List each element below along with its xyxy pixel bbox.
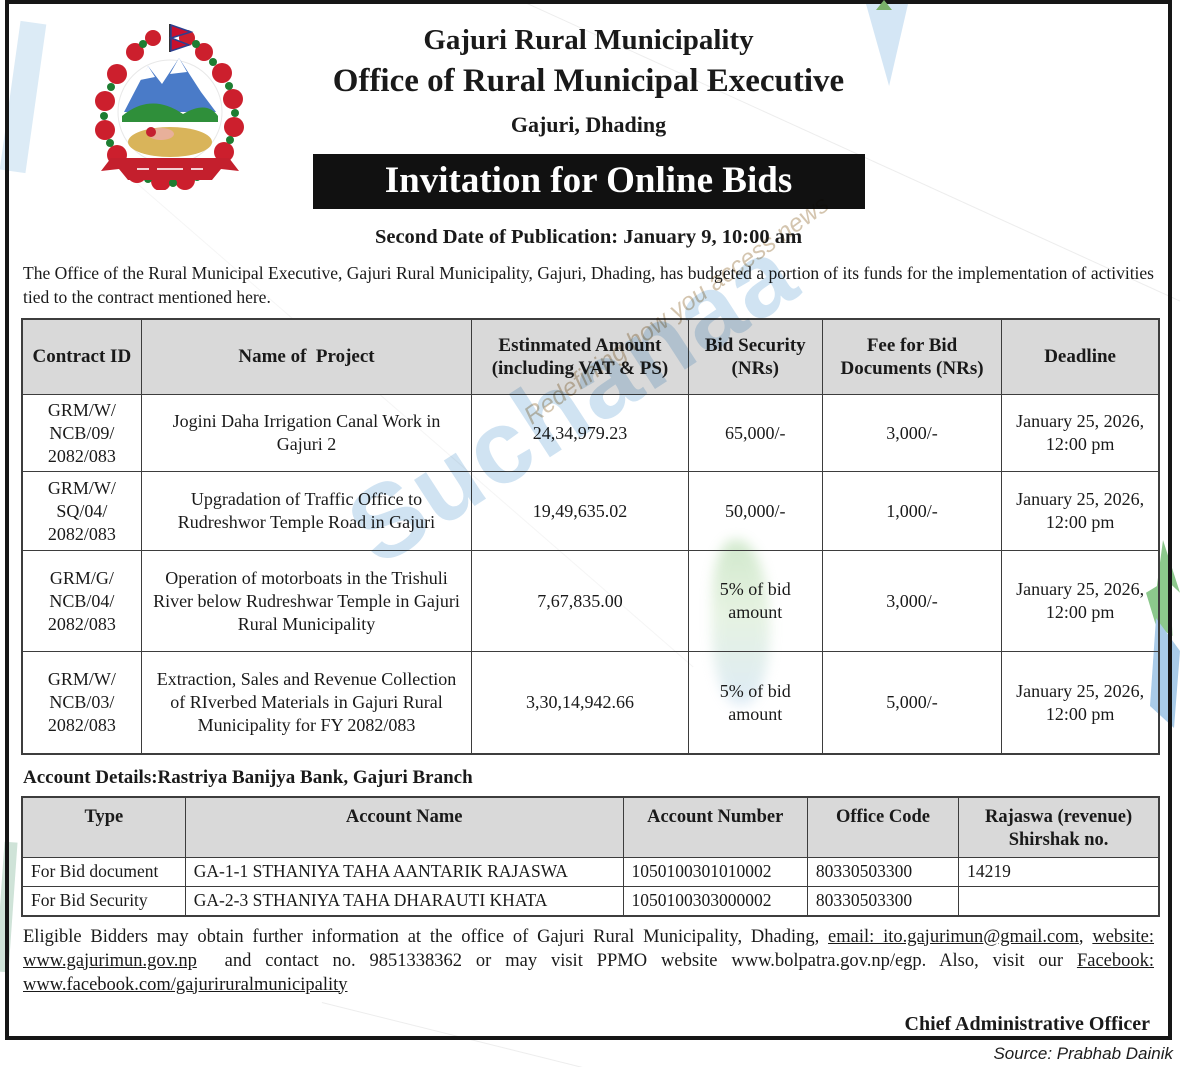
table-row: For Bid Security GA-2-3 STHANIYA TAHA DH… bbox=[21, 885, 1160, 916]
table-row: GRM/W/ NCB/09/ 2082/083 Jogini Daha Irri… bbox=[21, 394, 1160, 473]
office-code-cell: 80330503300 bbox=[806, 885, 960, 916]
deadline-cell: January 25, 2026, 12:00 pm bbox=[1001, 394, 1160, 473]
deadline-cell: January 25, 2026, 12:00 pm bbox=[1001, 471, 1160, 552]
contract-id-cell: GRM/W/ NCB/09/ 2082/083 bbox=[21, 394, 142, 473]
account-name-cell: GA-1-1 STHANIYA TAHA AANTARIK RAJASWA bbox=[184, 856, 624, 887]
account-number-cell: 1050100301010002 bbox=[622, 856, 808, 887]
bid-security-cell: 65,000/- bbox=[687, 394, 823, 473]
signature-line: Chief Administrative Officer bbox=[904, 1012, 1151, 1035]
amount-cell: 24,34,979.23 bbox=[471, 394, 689, 473]
col-office-code: Office Code bbox=[806, 796, 960, 858]
table-row: For Bid document GA-1-1 STHANIYA TAHA AA… bbox=[21, 856, 1160, 887]
website-link-text: website: www.gajurimun.gov.np bbox=[23, 926, 1155, 971]
col-type: Type bbox=[21, 796, 186, 858]
intro-paragraph: The Office of the Rural Municipal Execut… bbox=[23, 263, 1154, 307]
email-link-text: email: ito.gajurimun@gmail.com bbox=[828, 926, 1079, 947]
deadline-cell: January 25, 2026, 12:00 pm bbox=[1001, 550, 1160, 653]
col-fee: Fee for Bid Documents (NRs) bbox=[821, 318, 1003, 396]
project-cell: Jogini Daha Irrigation Canal Work in Gaj… bbox=[140, 394, 473, 473]
deadline-cell: January 25, 2026, 12:00 pm bbox=[1001, 651, 1160, 755]
office-code-cell: 80330503300 bbox=[806, 856, 960, 887]
table-row: GRM/W/ NCB/03/ 2082/083 Extraction, Sale… bbox=[21, 651, 1160, 755]
publication-date-line: Second Date of Publication: January 9, 1… bbox=[374, 226, 803, 248]
bid-security-cell: 50,000/- bbox=[687, 471, 823, 552]
bid-security-cell: 5% of bid amount bbox=[687, 651, 823, 755]
letterhead: Gajuri Rural Municipality Office of Rura… bbox=[21, 24, 1156, 249]
fee-cell: 3,000/- bbox=[821, 550, 1003, 653]
footer-text: , bbox=[1078, 926, 1093, 947]
location-line: Gajuri, Dhading bbox=[510, 112, 667, 137]
footer-text: Eligible Bidders may obtain further info… bbox=[23, 926, 829, 947]
col-estimated-amount: Estinmated Amount (including VAT & PS) bbox=[471, 318, 689, 396]
col-deadline: Deadline bbox=[1001, 318, 1160, 396]
account-table-header-row: Type Account Name Account Number Office … bbox=[21, 796, 1160, 858]
eligibility-paragraph: Eligible Bidders may obtain further info… bbox=[23, 925, 1154, 997]
type-cell: For Bid document bbox=[21, 856, 186, 887]
rajaswa-cell: 14219 bbox=[958, 856, 1160, 887]
org-name: Gajuri Rural Municipality bbox=[423, 24, 754, 56]
table-row: GRM/W/ SQ/04/ 2082/083 Upgradation of Tr… bbox=[21, 471, 1160, 552]
type-cell: For Bid Security bbox=[21, 885, 186, 916]
account-table: Type Account Name Account Number Office … bbox=[21, 796, 1160, 917]
office-name: Office of Rural Municipal Executive bbox=[332, 63, 845, 99]
bid-table-header-row: Contract ID Name of Project Estinmated A… bbox=[21, 318, 1160, 396]
project-cell: Extraction, Sales and Revenue Collection… bbox=[140, 651, 473, 755]
amount-cell: 3,30,14,942.66 bbox=[471, 651, 689, 755]
account-number-cell: 1050100303000002 bbox=[622, 885, 808, 916]
bid-table: Contract ID Name of Project Estinmated A… bbox=[21, 318, 1160, 756]
col-bid-security: Bid Security (NRs) bbox=[687, 318, 823, 396]
col-account-number: Account Number bbox=[622, 796, 808, 858]
amount-cell: 19,49,635.02 bbox=[471, 471, 689, 552]
contract-id-cell: GRM/G/ NCB/04/ 2082/083 bbox=[21, 550, 142, 653]
source-attribution: Source: Prabhab Dainik bbox=[993, 1044, 1173, 1063]
account-name-cell: GA-2-3 STHANIYA TAHA DHARAUTI KHATA bbox=[184, 885, 624, 916]
contract-id-cell: GRM/W/ SQ/04/ 2082/083 bbox=[21, 471, 142, 552]
col-project-name: Name of Project bbox=[140, 318, 473, 396]
project-cell: Upgradation of Traffic Office to Rudresh… bbox=[140, 471, 473, 552]
col-contract-id: Contract ID bbox=[21, 318, 142, 396]
contract-id-cell: GRM/W/ NCB/03/ 2082/083 bbox=[21, 651, 142, 755]
notice-frame: Gajuri Rural Municipality Office of Rura… bbox=[5, 0, 1172, 1040]
account-details-heading: Account Details:Rastriya Banijya Bank, G… bbox=[23, 767, 473, 789]
notice-title-banner: Invitation for Online Bids bbox=[312, 154, 865, 209]
footer-text: and contact no. 9851338362 or may visit … bbox=[196, 950, 1077, 971]
project-cell: Operation of motorboats in the Trishuli … bbox=[140, 550, 473, 653]
table-row: GRM/G/ NCB/04/ 2082/083 Operation of mot… bbox=[21, 550, 1160, 653]
col-rajaswa: Rajaswa (revenue) Shirshak no. bbox=[958, 796, 1160, 858]
facebook-link-text: Facebook: www.facebook.com/gajuriruralmu… bbox=[23, 950, 1154, 995]
fee-cell: 3,000/- bbox=[821, 394, 1003, 473]
amount-cell: 7,67,835.00 bbox=[471, 550, 689, 653]
fee-cell: 5,000/- bbox=[821, 651, 1003, 755]
col-account-name: Account Name bbox=[184, 796, 624, 858]
bid-security-cell: 5% of bid amount bbox=[687, 550, 823, 653]
nepal-emblem-icon bbox=[95, 23, 244, 190]
fee-cell: 1,000/- bbox=[821, 471, 1003, 552]
rajaswa-cell bbox=[958, 885, 1160, 916]
